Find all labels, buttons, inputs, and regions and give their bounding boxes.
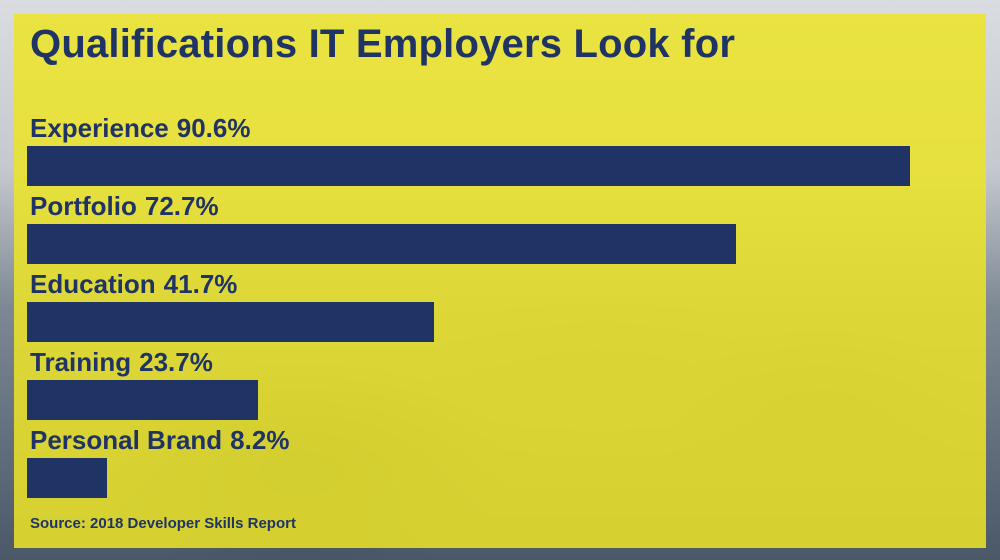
bar-portfolio [27, 224, 736, 264]
bar-training [27, 380, 258, 420]
bar-experience [27, 146, 910, 186]
yellow-overlay-panel [14, 14, 986, 548]
bar-label: Education 41.7% [30, 269, 237, 300]
value-label: 23.7% [139, 347, 213, 377]
bar-label: Experience 90.6% [30, 113, 250, 144]
bar-label: Training 23.7% [30, 347, 213, 378]
category-label: Personal Brand [30, 425, 223, 455]
bar-label: Personal Brand 8.2% [30, 425, 289, 456]
value-label: 90.6% [176, 113, 251, 143]
chart-title: Qualifications IT Employers Look for [30, 22, 736, 66]
value-label: 41.7% [163, 269, 238, 299]
bar-education [27, 302, 434, 342]
category-label: Training [30, 347, 132, 377]
category-label: Portfolio [30, 191, 137, 221]
bar-label: Portfolio 72.7% [30, 191, 219, 222]
category-label: Experience [30, 113, 169, 143]
bar-personal-brand [27, 458, 107, 498]
source-note: Source: 2018 Developer Skills Report [30, 515, 296, 532]
value-label: 72.7% [144, 191, 219, 221]
value-label: 8.2% [230, 425, 290, 455]
category-label: Education [30, 269, 156, 299]
